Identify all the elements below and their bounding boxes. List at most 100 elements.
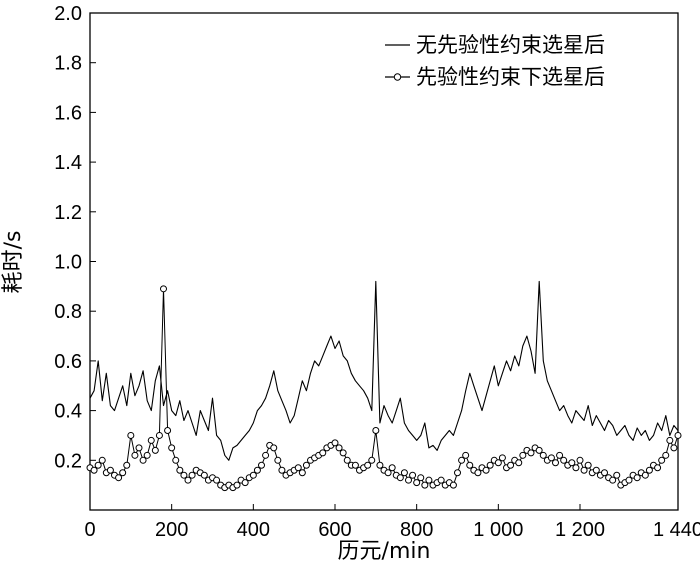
series-1-point bbox=[519, 451, 527, 459]
series-1-point bbox=[515, 459, 523, 467]
series-1-point bbox=[115, 474, 123, 482]
series-1-point bbox=[258, 461, 265, 469]
series-1-point bbox=[372, 426, 380, 434]
series-1-point bbox=[172, 456, 180, 464]
series-1-point bbox=[498, 454, 506, 462]
series-1-point bbox=[270, 444, 278, 452]
series-1-point bbox=[184, 476, 192, 484]
series-1-point bbox=[160, 285, 167, 293]
series-1-point bbox=[568, 459, 576, 467]
series-line-1 bbox=[89, 288, 679, 489]
series-1-point bbox=[335, 444, 343, 452]
series-1-point bbox=[298, 469, 306, 477]
series-1-point bbox=[351, 461, 359, 469]
series-1-point bbox=[302, 461, 310, 469]
series-1-point bbox=[494, 459, 502, 467]
series-1-point bbox=[143, 451, 151, 459]
series-1-point bbox=[654, 464, 662, 472]
series-1-point bbox=[584, 461, 592, 469]
series-1-point bbox=[400, 469, 408, 477]
x-tick-label: 1 440 bbox=[653, 519, 700, 541]
series-1-point bbox=[388, 464, 396, 472]
series-1-point bbox=[670, 444, 678, 452]
series-1-point bbox=[572, 464, 580, 472]
y-tick-label: 1.4 bbox=[54, 152, 82, 174]
series-1-point bbox=[417, 474, 425, 482]
y-tick-label: 0.8 bbox=[54, 301, 82, 323]
series-1-point bbox=[343, 456, 351, 464]
series-1-point bbox=[262, 451, 270, 459]
series-1-point bbox=[249, 471, 257, 479]
y-tick-label: 0.2 bbox=[54, 450, 82, 472]
series-1-point bbox=[486, 461, 494, 469]
series-1-point bbox=[119, 469, 127, 477]
x-tick-label: 200 bbox=[155, 519, 188, 541]
series-line-0 bbox=[89, 280, 679, 461]
series-1-point bbox=[164, 426, 172, 434]
y-tick-label: 1.6 bbox=[54, 102, 82, 124]
series-1-point bbox=[666, 436, 674, 444]
axis-ticks: 0 200 400 600 800 1 000 1 200 1 440 0.2 0.4 0.6 0.8… bbox=[54, 3, 700, 541]
series-1-point bbox=[135, 444, 143, 452]
series-1-point bbox=[633, 474, 641, 482]
series-1-point bbox=[188, 471, 196, 479]
series-1-point bbox=[176, 466, 184, 474]
series-1-point bbox=[474, 469, 482, 477]
series-1-point bbox=[556, 451, 564, 459]
series-1-point bbox=[462, 451, 470, 459]
series-1-point bbox=[294, 464, 302, 472]
x-tick-label: 1 000 bbox=[473, 519, 523, 541]
series-1-point bbox=[527, 449, 535, 457]
series-group bbox=[86, 280, 682, 492]
series-1-point bbox=[482, 466, 490, 474]
series-1-point bbox=[645, 466, 653, 474]
series-1-point bbox=[139, 456, 147, 464]
series-1-point bbox=[98, 456, 106, 464]
series-1-point bbox=[547, 454, 555, 462]
series-1-point bbox=[449, 481, 457, 489]
series-1-point bbox=[658, 456, 666, 464]
y-tick-label: 2.0 bbox=[54, 3, 82, 25]
series-1-point bbox=[168, 444, 176, 452]
series-1-point bbox=[200, 471, 208, 479]
series-1-point bbox=[601, 469, 608, 477]
series-1-point bbox=[609, 476, 617, 484]
series-1-point bbox=[454, 469, 461, 477]
x-axis-title: 历元/min bbox=[338, 539, 431, 564]
series-1-point bbox=[625, 476, 633, 484]
series-1-point bbox=[674, 431, 682, 439]
series-1-point bbox=[106, 466, 114, 474]
series-1-point bbox=[539, 451, 547, 459]
series-1-point bbox=[131, 451, 139, 459]
series-1-point bbox=[127, 431, 135, 439]
series-1-point bbox=[580, 466, 588, 474]
x-tick-label: 600 bbox=[318, 519, 351, 541]
series-1-point bbox=[376, 461, 384, 469]
series-1-point bbox=[552, 459, 559, 467]
series-1-point bbox=[384, 469, 392, 477]
series-1-point bbox=[425, 476, 433, 484]
legend-marker-sample-1 bbox=[393, 73, 402, 81]
series-1-point bbox=[241, 479, 249, 487]
series-1-point bbox=[396, 474, 404, 482]
series-1-point bbox=[331, 439, 339, 447]
y-tick-label: 1.0 bbox=[54, 252, 82, 274]
x-tick-label: 800 bbox=[400, 519, 433, 541]
series-1-point bbox=[592, 466, 600, 474]
series-1-point bbox=[641, 471, 649, 479]
y-tick-label: 0.6 bbox=[54, 351, 82, 373]
series-1-point bbox=[576, 456, 584, 464]
y-tick-label: 0.4 bbox=[54, 401, 82, 423]
series-1-point bbox=[613, 471, 621, 479]
series-1-point bbox=[90, 466, 98, 474]
series-1-point bbox=[458, 456, 466, 464]
x-tick-label: 0 bbox=[84, 519, 95, 541]
series-1-point bbox=[662, 451, 670, 459]
series-1-point bbox=[368, 456, 376, 464]
series-1-point bbox=[339, 449, 347, 457]
legend-label-0: 无先验性约束选星后 bbox=[416, 33, 605, 57]
series-1-point bbox=[413, 479, 421, 487]
series-1-point bbox=[421, 481, 429, 489]
series-1-point bbox=[278, 466, 286, 474]
